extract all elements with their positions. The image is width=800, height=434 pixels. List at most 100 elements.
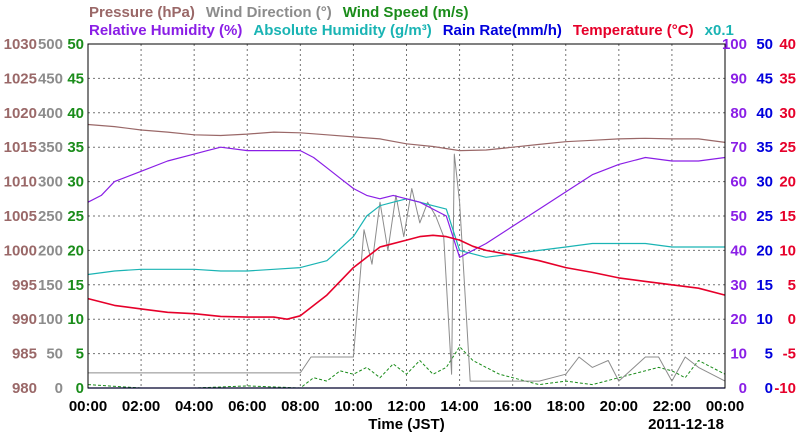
plot-frame [87, 43, 726, 389]
y-tick-label: 45 [67, 70, 84, 87]
legend-item: Wind Speed (m/s) [343, 4, 469, 21]
y-tick-label: -10 [774, 380, 796, 397]
y-tick-label: 0 [739, 380, 747, 397]
y-tick-label: 50 [67, 36, 84, 53]
y-tick-label: 250 [38, 208, 63, 225]
y-tick-label: 500 [38, 36, 63, 53]
y-tick-label: 30 [67, 174, 84, 191]
y-tick-label: 200 [38, 242, 63, 259]
y-tick-label: 1005 [4, 208, 37, 225]
y-tick-label: 0 [55, 380, 63, 397]
y-tick-label: 400 [38, 105, 63, 122]
y-tick-label: 0 [76, 380, 84, 397]
y-tick-label: 15 [779, 208, 796, 225]
y-tick-label: 60 [730, 174, 747, 191]
x-tick-label: 20:00 [600, 398, 638, 415]
y-tick-label: 10 [67, 311, 84, 328]
legend-item: Relative Humidity (%) [89, 22, 242, 39]
y-tick-label: 40 [67, 105, 84, 122]
y-tick-label: 20 [756, 242, 773, 259]
y-tick-label: 985 [12, 346, 37, 363]
legend-item: Wind Direction (°) [206, 4, 332, 21]
y-tick-label: 990 [12, 311, 37, 328]
legend-item: x0.1 [705, 22, 734, 39]
legend-item: Pressure (hPa) [89, 4, 195, 21]
y-tick-label: 450 [38, 70, 63, 87]
x-tick-label: 18:00 [547, 398, 585, 415]
y-tick-label: 30 [779, 105, 796, 122]
y-tick-label: 45 [756, 70, 773, 87]
y-tick-label: 35 [756, 139, 773, 156]
y-tick-label: 30 [756, 174, 773, 191]
x-tick-label: 02:00 [122, 398, 160, 415]
y-tick-label: 80 [730, 105, 747, 122]
y-tick-label: 100 [38, 311, 63, 328]
y-tick-label: 1025 [4, 70, 37, 87]
y-tick-label: 1010 [4, 174, 37, 191]
y-tick-label: 40 [730, 242, 747, 259]
series-wind-speed [87, 346, 726, 389]
y-tick-label: 15 [756, 277, 773, 294]
y-tick-label: 5 [765, 346, 773, 363]
y-tick-label: 25 [67, 208, 84, 225]
x-tick-label: 14:00 [440, 398, 478, 415]
y-tick-label: 10 [779, 242, 796, 259]
y-tick-label: 35 [67, 139, 84, 156]
date-label: 2011-12-18 [648, 416, 724, 433]
x-axis-label: Time (JST) [368, 416, 444, 433]
y-tick-label: 100 [722, 36, 747, 53]
y-tick-label: 25 [779, 139, 796, 156]
series-temperature [87, 234, 726, 321]
y-tick-label: 1030 [4, 36, 37, 53]
y-tick-label: 1020 [4, 105, 37, 122]
y-tick-label: -5 [783, 346, 796, 363]
x-tick-label: 08:00 [281, 398, 319, 415]
legend-item: Temperature (°C) [573, 22, 694, 39]
series-pressure [87, 123, 726, 152]
y-tick-label: 35 [779, 70, 796, 87]
y-tick-label: 980 [12, 380, 37, 397]
y-tick-label: 90 [730, 70, 747, 87]
y-tick-label: 150 [38, 277, 63, 294]
y-tick-label: 5 [788, 277, 796, 294]
y-tick-label: 1015 [4, 139, 37, 156]
y-tick-label: 15 [67, 277, 84, 294]
gridlines [88, 44, 725, 388]
y-tick-label: 995 [12, 277, 37, 294]
y-tick-label: 5 [76, 346, 84, 363]
x-tick-label: 12:00 [387, 398, 425, 415]
y-tick-label: 20 [67, 242, 84, 259]
y-tick-label: 20 [730, 311, 747, 328]
x-tick-label: 10:00 [334, 398, 372, 415]
y-tick-label: 1000 [4, 242, 37, 259]
y-tick-label: 300 [38, 174, 63, 191]
y-tick-label: 70 [730, 139, 747, 156]
x-tick-label: 16:00 [493, 398, 531, 415]
y-tick-label: 40 [756, 105, 773, 122]
x-tick-label: 04:00 [175, 398, 213, 415]
x-axis: 00:00 02:00 04:00 06:00 08:00 10:00 12:00 14:00… [69, 398, 744, 433]
x-tick-label: 00:00 [706, 398, 744, 415]
series-relative-humidity [87, 146, 726, 258]
x-tick-label: 00:00 [69, 398, 107, 415]
legend-item: Absolute Humidity (g/m³) [253, 22, 431, 39]
y-tick-label: 10 [730, 346, 747, 363]
y-tick-label: 0 [788, 311, 796, 328]
y-tick-label: 50 [46, 346, 63, 363]
x-tick-label: 22:00 [653, 398, 691, 415]
legend-item: Rain Rate(mm/h) [443, 22, 562, 39]
x-tick-label: 06:00 [228, 398, 266, 415]
y-tick-label: 350 [38, 139, 63, 156]
y-tick-label: 25 [756, 208, 773, 225]
tick-labels: 9809859909951000100510101015102010251030… [4, 36, 796, 397]
legend: Pressure (hPa) Wind Direction (°) Wind Spe… [89, 4, 734, 39]
y-tick-label: 20 [779, 174, 796, 191]
y-tick-label: 50 [756, 36, 773, 53]
y-tick-label: 10 [756, 311, 773, 328]
y-tick-label: 0 [765, 380, 773, 397]
series-wind-direction [88, 153, 726, 382]
y-tick-label: 50 [730, 208, 747, 225]
y-tick-label: 30 [730, 277, 747, 294]
y-tick-label: 40 [779, 36, 796, 53]
